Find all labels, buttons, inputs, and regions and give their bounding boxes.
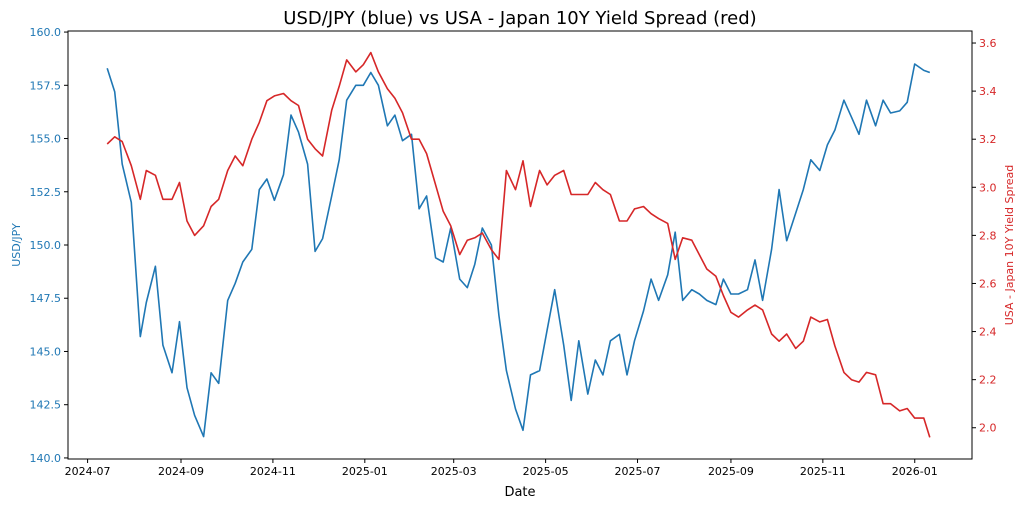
left-y-tick-label: 145.0: [30, 345, 62, 358]
left-y-tick-label: 147.5: [30, 292, 62, 305]
right-y-tick-label: 2.2: [979, 374, 997, 387]
right-y-tick-label: 2.6: [979, 277, 997, 290]
left-y-tick-label: 160.0: [30, 26, 62, 39]
right-y-tick-label: 3.4: [979, 85, 997, 98]
right-y-tick-label: 3.6: [979, 37, 997, 50]
x-tick-label: 2025-11: [800, 465, 846, 478]
yield-spread-line: [106, 51, 931, 438]
left-y-tick-label: 152.5: [30, 186, 62, 199]
right-y-tick-label: 2.0: [979, 422, 997, 435]
x-tick-label: 2025-03: [431, 465, 477, 478]
chart-title: USD/JPY (blue) vs USA - Japan 10Y Yield …: [283, 8, 756, 29]
x-tick-label: 2025-01: [342, 465, 388, 478]
x-tick-label: 2024-09: [158, 465, 204, 478]
right-y-tick-label: 3.2: [979, 133, 997, 146]
left-y-tick-label: 157.5: [30, 79, 62, 92]
right-y-tick-label: 2.4: [979, 326, 997, 339]
x-tick-label: 2025-07: [615, 465, 661, 478]
left-y-tick-label: 155.0: [30, 133, 62, 146]
x-tick-label: 2024-07: [65, 465, 111, 478]
x-tick-label: 2024-11: [250, 465, 296, 478]
left-y-axis-label: USD/JPY: [10, 223, 23, 267]
left-y-tick-label: 140.0: [30, 452, 62, 465]
right-y-axis-label: USA - Japan 10Y Yield Spread: [1003, 165, 1016, 326]
usd-jpy-line: [106, 63, 931, 438]
left-y-tick-label: 150.0: [30, 239, 62, 252]
x-axis-label: Date: [504, 485, 535, 500]
x-tick-label: 2026-01: [892, 465, 938, 478]
axes-layer: 2024-07 2024-09 2024-11 2025-01 2025-03 2025-…: [30, 26, 997, 478]
x-tick-label: 2025-09: [708, 465, 754, 478]
left-y-tick-label: 142.5: [30, 399, 62, 412]
right-y-tick-label: 3.0: [979, 181, 997, 194]
series-layer: [106, 51, 931, 438]
x-tick-label: 2025-05: [523, 465, 569, 478]
right-y-tick-label: 2.8: [979, 229, 997, 242]
plot-frame: [67, 30, 973, 460]
